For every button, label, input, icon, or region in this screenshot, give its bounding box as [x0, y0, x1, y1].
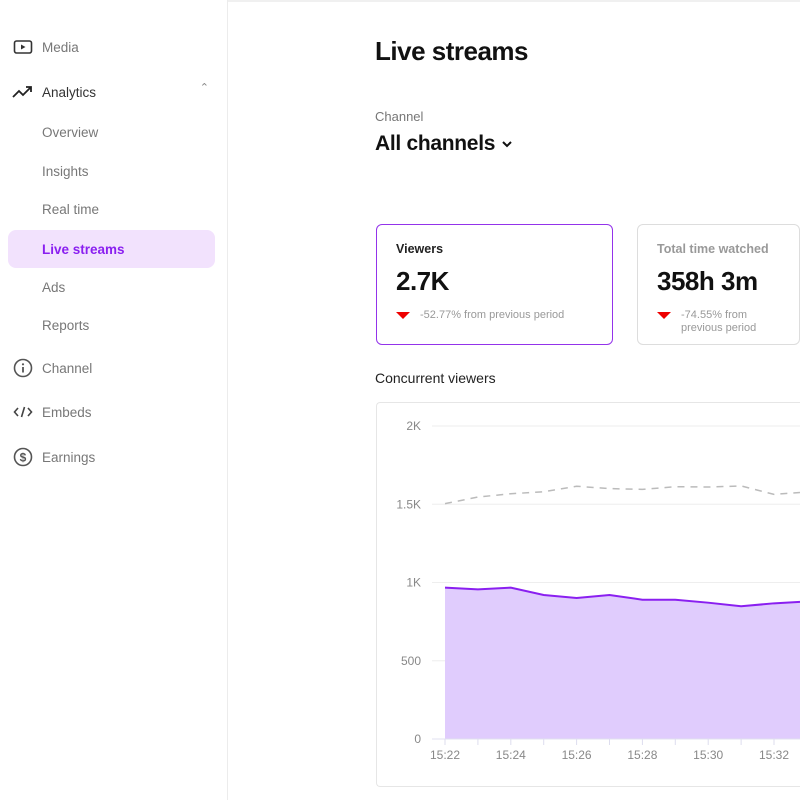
x-tick-label: 15:28 — [627, 748, 657, 762]
x-tick-label: 15:22 — [430, 748, 460, 762]
sidebar-item-earnings[interactable]: $ Earnings — [8, 438, 215, 476]
x-tick-label: 15:32 — [759, 748, 789, 762]
sidebar-item-real-time[interactable]: Real time — [8, 190, 215, 228]
sidebar-item-media[interactable]: Media — [8, 28, 215, 66]
channel-value: All channels — [375, 132, 496, 155]
divider — [228, 0, 800, 2]
chart-svg: 0 500 1K 1.5K 2K 15:22 15:24 15:26 15:28 15:30 15:… — [396, 419, 800, 762]
total-time-watched-card[interactable]: Total time watched 358h 3m -74.55% from … — [637, 224, 800, 345]
sidebar: Media Analytics ⌃ Overview Insights Real… — [0, 0, 228, 800]
card-value: 358h 3m — [657, 266, 758, 296]
sidebar-item-reports[interactable]: Reports — [8, 306, 215, 344]
sidebar-item-label: Embeds — [42, 404, 92, 420]
card-delta: -74.55% from previous period — [681, 309, 757, 334]
y-tick-label: 0 — [414, 732, 421, 746]
concurrent-viewers-chart: 0 500 1K 1.5K 2K 15:22 15:24 15:26 15:28 15:30 15:… — [376, 402, 800, 787]
channel-label: Channel — [375, 109, 424, 124]
viewers-card[interactable]: Viewers 2.7K -52.77% from previous perio… — [376, 224, 613, 345]
code-icon — [12, 401, 34, 423]
sidebar-item-analytics[interactable]: Analytics ⌃ — [8, 73, 215, 111]
card-title: Viewers — [396, 242, 444, 256]
sidebar-item-embeds[interactable]: Embeds — [8, 393, 215, 431]
play-icon — [12, 36, 34, 58]
svg-text:$: $ — [20, 451, 27, 465]
sidebar-item-label: Real time — [42, 201, 100, 217]
card-delta: -52.77% from previous period — [420, 309, 565, 321]
chevron-down-icon — [502, 141, 512, 148]
down-arrow-icon — [657, 312, 671, 319]
sidebar-item-overview[interactable]: Overview — [8, 113, 215, 151]
y-tick-label: 1.5K — [396, 497, 421, 511]
y-tick-label: 1K — [406, 576, 421, 590]
card-value: 2.7K — [396, 266, 449, 296]
page-title: Live streams — [375, 36, 528, 66]
y-tick-label: 500 — [401, 654, 421, 668]
channel-dropdown[interactable]: All channels — [375, 132, 513, 156]
sidebar-item-label: Analytics — [42, 84, 97, 100]
y-tick-label: 2K — [406, 419, 421, 433]
previous-series-line — [444, 485, 800, 505]
chart-title: Concurrent viewers — [375, 370, 496, 386]
sidebar-item-label: Ads — [42, 279, 66, 295]
x-tick-label: 15:30 — [693, 748, 723, 762]
area-fill — [445, 587, 800, 739]
card-title: Total time watched — [657, 242, 769, 256]
down-arrow-icon — [396, 312, 410, 319]
sidebar-item-channel[interactable]: Channel — [8, 349, 215, 387]
chevron-up-icon[interactable]: ⌃ — [199, 82, 209, 94]
x-tick-label: 15:26 — [562, 748, 592, 762]
sidebar-item-insights[interactable]: Insights — [8, 152, 215, 190]
sidebar-item-live-streams[interactable]: Live streams — [8, 230, 215, 268]
dollar-circle-icon: $ — [12, 446, 34, 468]
x-tick-label: 15:24 — [496, 748, 526, 762]
trending-up-icon — [12, 81, 34, 103]
current-series-line — [444, 586, 800, 608]
main-content: Live streams Channel All channels Viewer… — [228, 0, 800, 800]
sidebar-item-ads[interactable]: Ads — [8, 268, 215, 306]
sidebar-item-label: Media — [42, 39, 79, 55]
sidebar-item-label: Insights — [42, 163, 89, 179]
sidebar-item-label: Overview — [42, 124, 99, 140]
sidebar-item-label: Earnings — [42, 449, 96, 465]
sidebar-item-label: Channel — [42, 360, 93, 376]
info-icon — [12, 357, 34, 379]
sidebar-item-label: Live streams — [42, 241, 125, 257]
sidebar-item-label: Reports — [42, 317, 90, 333]
